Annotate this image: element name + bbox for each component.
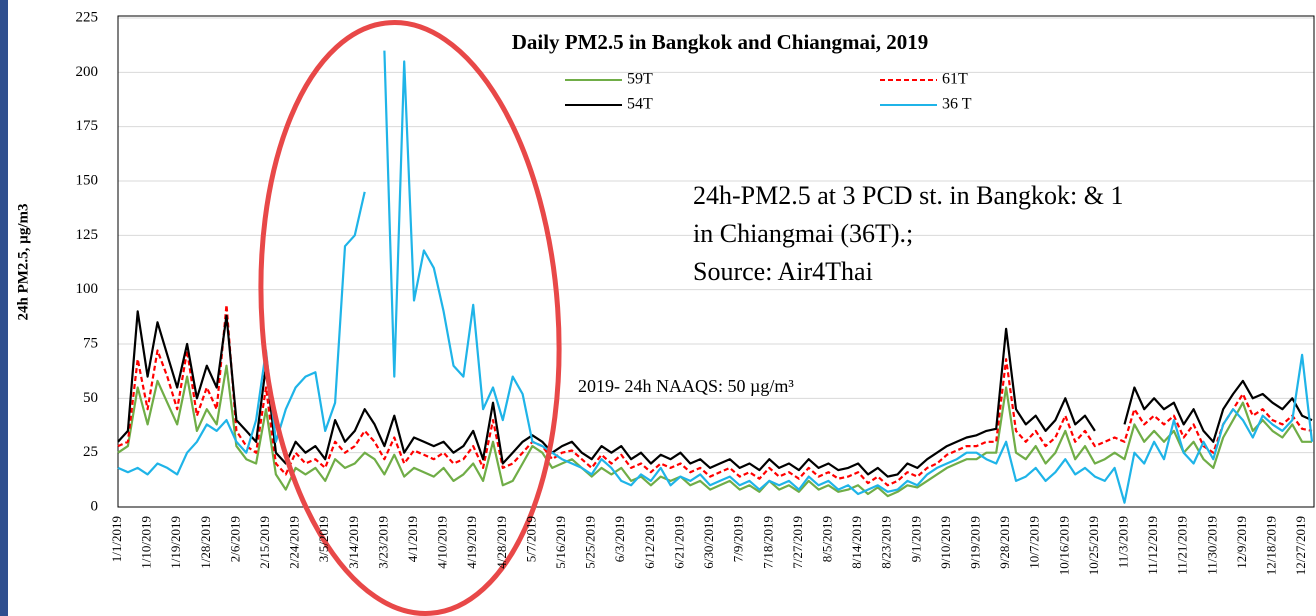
y-tick-label: 175	[76, 118, 99, 134]
x-tick-label: 7/9/2019	[731, 516, 746, 562]
annotation: Source: Air4Thai	[693, 257, 873, 286]
x-tick-label: 1/1/2019	[109, 516, 124, 562]
y-tick-label: 100	[76, 281, 99, 297]
legend-label: 61T	[942, 71, 968, 88]
x-tick-label: 1/10/2019	[139, 516, 154, 569]
series-line	[117, 364, 1312, 498]
legend-label: 36 T	[942, 96, 972, 113]
y-tick-label: 75	[83, 335, 98, 351]
x-tick-label: 3/5/2019	[316, 516, 331, 562]
x-tick-label: 6/3/2019	[612, 516, 627, 562]
series-line	[117, 310, 1313, 478]
x-tick-label: 3/14/2019	[346, 516, 361, 569]
y-tick-label: 125	[76, 227, 99, 243]
x-tick-label: 6/21/2019	[671, 516, 686, 569]
x-tick-label: 5/25/2019	[583, 516, 598, 569]
lines	[117, 50, 1314, 504]
x-tick-label: 4/1/2019	[405, 516, 420, 562]
x-tick-label: 6/30/2019	[701, 516, 716, 569]
x-tick-label: 11/30/2019	[1204, 516, 1219, 575]
x-tick-label: 8/5/2019	[819, 516, 834, 562]
series-line	[117, 50, 1314, 504]
annotation: in Chiangmai (36T).;	[693, 219, 913, 248]
x-tick-label: 5/7/2019	[523, 516, 538, 562]
x-tick-label: 1/19/2019	[168, 516, 183, 569]
y-tick-label: 200	[76, 64, 99, 80]
x-tick-label: 4/28/2019	[494, 516, 509, 569]
x-tick-label: 9/10/2019	[938, 516, 953, 569]
y-tick-label: 25	[83, 444, 98, 460]
x-tick-label: 9/19/2019	[967, 516, 982, 569]
y-axis-title: 24h PM2.5, µg/m3	[15, 204, 31, 321]
x-tick-label: 11/3/2019	[1115, 516, 1130, 568]
y-tick-label: 50	[83, 390, 98, 406]
left-edge	[0, 0, 8, 616]
y-tick-label: 0	[91, 498, 99, 514]
x-tick-label: 11/21/2019	[1175, 516, 1190, 575]
y-tick-label: 150	[76, 172, 99, 188]
x-tick-label: 7/27/2019	[790, 516, 805, 569]
x-tick-label: 8/14/2019	[849, 516, 864, 569]
x-tick-label: 10/16/2019	[1056, 516, 1071, 575]
annotation: 24h-PM2.5 at 3 PCD st. in Bangkok: & 1	[693, 181, 1123, 210]
x-tick-label: 9/1/2019	[908, 516, 923, 562]
x-tick-label: 5/16/2019	[553, 516, 568, 569]
series-line	[117, 303, 1313, 487]
legend: 59T 61T 54T 36 T	[565, 71, 972, 113]
plot-frame	[117, 15, 1315, 508]
y-tick-label: 225	[76, 9, 99, 25]
x-tick-label: 2/6/2019	[227, 516, 242, 562]
x-tick-label: 11/12/2019	[1145, 516, 1160, 575]
legend-label: 54T	[627, 96, 653, 113]
chart-title: Daily PM2.5 in Bangkok and Chiangmai, 20…	[512, 30, 929, 54]
x-tick-label: 10/25/2019	[1086, 516, 1101, 575]
x-tick-label: 2/15/2019	[257, 516, 272, 569]
legend-label: 59T	[627, 71, 653, 88]
annotation: 2019- 24h NAAQS: 50 µg/m³	[578, 376, 794, 396]
x-tick-label: 12/9/2019	[1234, 516, 1249, 569]
highlight-ellipse	[258, 20, 562, 616]
x-tick-label: 9/28/2019	[997, 516, 1012, 569]
x-tick-label: 2/24/2019	[287, 516, 302, 569]
x-tick-label: 4/10/2019	[435, 516, 450, 569]
x-tick-label: 4/19/2019	[464, 516, 479, 569]
x-tick-label: 7/18/2019	[760, 516, 775, 569]
x-tick-label: 8/23/2019	[879, 516, 894, 569]
x-tick-label: 3/23/2019	[375, 516, 390, 569]
x-tick-label: 10/7/2019	[1027, 516, 1042, 569]
x-tick-label: 6/12/2019	[642, 516, 657, 569]
x-tick-label: 12/27/2019	[1293, 516, 1308, 575]
x-tick-label: 12/18/2019	[1264, 516, 1279, 575]
x-tick-label: 1/28/2019	[198, 516, 213, 569]
